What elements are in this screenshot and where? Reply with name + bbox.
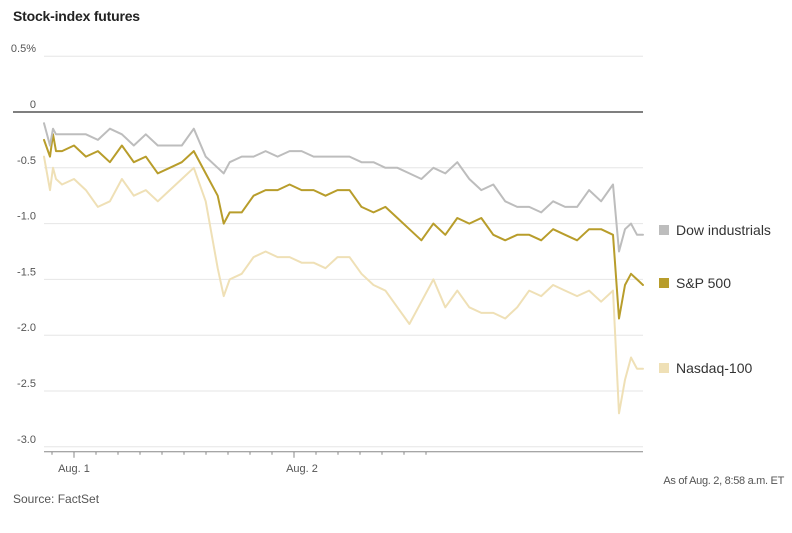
- legend-swatch: [659, 278, 669, 288]
- y-tick-label: -1.0: [17, 211, 36, 223]
- legend-swatch: [659, 363, 669, 373]
- series-line-0: [43, 122, 644, 253]
- series-line-2: [43, 155, 644, 415]
- y-tick-label: -3.0: [17, 434, 36, 446]
- series-lines: [43, 122, 644, 415]
- legend-label: S&P 500: [676, 275, 731, 291]
- legend-label: Dow industrials: [676, 222, 771, 238]
- series-line-1: [43, 133, 644, 320]
- x-axis: Aug. 1 Aug. 2: [44, 451, 643, 475]
- x-tick-label: Aug. 1: [58, 463, 90, 475]
- grid: [13, 55, 643, 448]
- chart-title: Stock-index futures: [13, 8, 140, 24]
- y-tick-label: 0.5%: [11, 43, 36, 55]
- y-tick-label: -1.5: [17, 266, 36, 278]
- y-tick-label: -2.5: [17, 378, 36, 390]
- source-note: Source: FactSet: [13, 492, 100, 506]
- legend-label: Nasdaq-100: [676, 360, 752, 376]
- y-tick-label: 0: [30, 99, 36, 111]
- y-tick-label: -0.5: [17, 155, 36, 167]
- legend: Dow industrials S&P 500 Nasdaq-100: [659, 222, 771, 376]
- y-axis-ticks: 0.5% 0 -0.5 -1.0 -1.5 -2.0 -2.5 -3.0: [11, 43, 36, 446]
- y-tick-label: -2.0: [17, 322, 36, 334]
- as-of-note: As of Aug. 2, 8:58 a.m. ET: [663, 475, 784, 487]
- x-tick-label: Aug. 2: [286, 463, 318, 475]
- legend-swatch: [659, 225, 669, 235]
